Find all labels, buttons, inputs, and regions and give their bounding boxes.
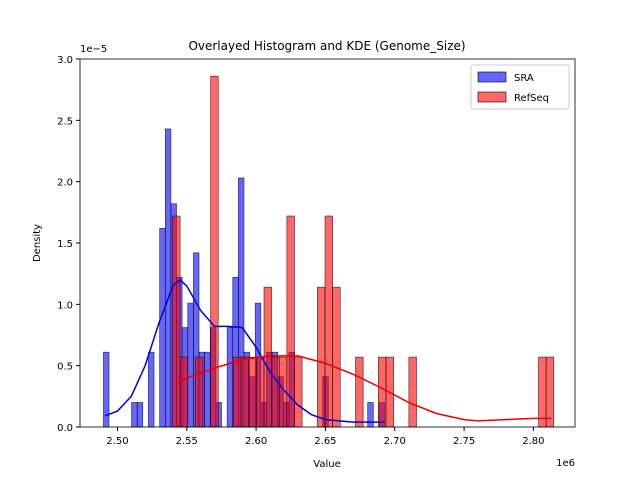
x-tick-label: 2.60	[245, 436, 267, 447]
y-tick-label: 2.5	[57, 116, 73, 127]
y-tick-label: 1.0	[57, 300, 73, 311]
y-tick-label: 0.0	[57, 423, 73, 434]
histogram-bar	[187, 302, 194, 428]
histogram-bar	[378, 356, 387, 428]
legend-label: RefSeq	[514, 93, 549, 104]
x-tick-label: 2.65	[314, 436, 336, 447]
histogram-bar	[367, 402, 374, 428]
y-axis-label: Density	[32, 224, 43, 262]
histogram-bar	[256, 356, 265, 428]
x-tick-label: 2.55	[176, 436, 198, 447]
legend-swatch	[477, 71, 507, 83]
histogram-bar	[324, 215, 333, 428]
kde-line	[104, 278, 386, 423]
histogram-bar	[240, 356, 250, 428]
histogram-bar	[172, 215, 181, 428]
x-axis-label: Value	[313, 459, 340, 470]
x-tick-label: 2.80	[522, 436, 544, 447]
histogram-bar	[545, 356, 555, 428]
histogram-bar	[179, 356, 189, 428]
x-offset-text: 1e6	[556, 458, 575, 469]
x-tick-label: 2.70	[384, 436, 406, 447]
histogram-bar	[195, 356, 204, 428]
legend-swatch	[477, 91, 507, 103]
y-tick-label: 2.0	[57, 178, 73, 189]
histogram-bar	[355, 356, 364, 428]
legend-label: SRA	[514, 73, 534, 84]
histogram-bar	[233, 356, 242, 428]
histogram-bar	[210, 75, 219, 428]
chart-title: Overlayed Histogram and KDE (Genome_Size…	[188, 39, 465, 53]
histogram-bar	[226, 327, 234, 428]
x-tick-label: 2.50	[106, 436, 128, 447]
histogram-bar	[136, 402, 144, 428]
histogram-bar	[271, 356, 280, 428]
histogram-bar	[164, 128, 172, 428]
histogram-bar	[408, 356, 417, 428]
kde-line	[175, 355, 552, 422]
x-tick-label: 2.75	[453, 436, 475, 447]
y-tick-label: 0.5	[57, 362, 73, 373]
histogram-bar	[294, 356, 303, 428]
histogram-bar	[248, 356, 257, 428]
plot-frame	[79, 58, 576, 428]
histogram-bar	[131, 402, 138, 428]
histogram-bar	[204, 351, 211, 428]
y-tick-label: 1.5	[57, 239, 73, 250]
histogram-bar	[332, 286, 341, 428]
y-offset-text: 1e−5	[80, 44, 107, 55]
histogram-bar	[538, 356, 547, 428]
histogram-bar	[159, 227, 166, 428]
histogram-bar	[317, 286, 326, 428]
histogram-bar	[148, 351, 155, 428]
y-tick-label: 3.0	[57, 55, 73, 66]
